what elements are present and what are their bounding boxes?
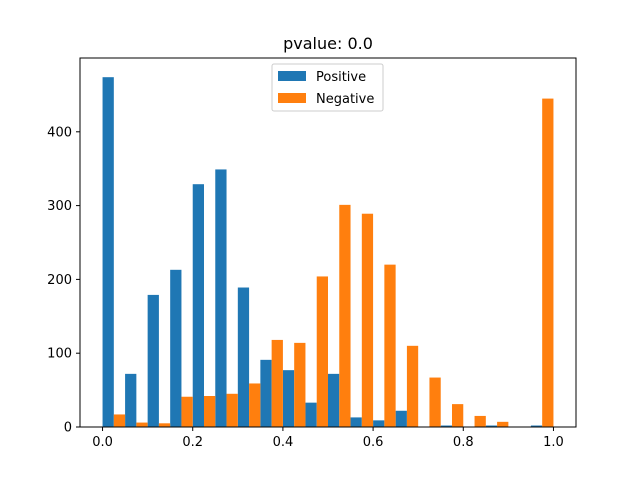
bar-positive-13 (395, 410, 407, 427)
x-tick-label: 1.0 (543, 435, 564, 450)
y-tick-label: 100 (47, 347, 72, 362)
bar-negative-13 (406, 345, 419, 427)
bar-positive-17 (485, 425, 498, 427)
bar-negative-17 (497, 421, 509, 427)
bar-negative-10 (339, 204, 351, 427)
x-tick-label: 0.2 (182, 435, 203, 450)
bar-negative-2 (158, 423, 171, 427)
bar-positive-8 (282, 370, 295, 427)
chart-title: pvalue: 0.0 (283, 34, 373, 53)
legend-label-negative: Negative (316, 92, 374, 107)
bar-negative-1 (136, 422, 148, 427)
legend: Positive Negative (271, 63, 384, 112)
bar-negative-6 (249, 383, 261, 427)
bar-negative-7 (271, 339, 283, 427)
bar-negative-0 (113, 414, 126, 427)
legend-label-positive: Positive (316, 70, 366, 85)
bar-positive-19 (530, 425, 543, 427)
bar-negative-11 (361, 213, 374, 427)
x-axis-ticks: 0.0 0.2 0.4 0.6 0.8 1.0 (92, 427, 564, 450)
bar-negative-12 (384, 264, 396, 427)
x-tick-label: 0.4 (273, 435, 294, 450)
bar-negative-9 (316, 276, 328, 427)
bar-negative-3 (181, 396, 193, 427)
legend-swatch-negative (278, 93, 306, 103)
bar-positive-0 (102, 77, 114, 427)
bar-negative-8 (294, 342, 306, 427)
bar-positive-3 (170, 269, 182, 427)
bar-positive-7 (260, 359, 272, 427)
bar-positive-10 (328, 373, 340, 427)
bar-positive-6 (237, 287, 250, 427)
axes-frame (79, 57, 577, 428)
bar-positive-11 (350, 417, 362, 427)
bar-negative-16 (474, 415, 486, 427)
y-tick-label: 200 (47, 273, 72, 288)
x-tick-label: 0.0 (92, 435, 113, 450)
bars-group (102, 77, 554, 427)
y-tick-label: 0 (64, 421, 72, 436)
bar-positive-4 (192, 184, 204, 427)
bar-positive-12 (373, 420, 385, 427)
bar-positive-2 (147, 294, 159, 427)
bar-negative-14 (429, 377, 441, 427)
bar-negative-4 (204, 396, 216, 427)
bar-negative-5 (226, 393, 238, 427)
bar-positive-9 (305, 402, 317, 427)
bar-positive-15 (440, 425, 452, 427)
y-tick-label: 300 (47, 199, 72, 214)
y-axis-ticks: 0 100 200 300 400 (47, 125, 80, 436)
bar-positive-1 (125, 373, 137, 427)
legend-swatch-positive (278, 71, 306, 81)
bar-negative-15 (452, 404, 464, 427)
bar-positive-5 (215, 169, 227, 427)
y-tick-label: 400 (47, 125, 72, 140)
bar-negative-19 (542, 98, 554, 427)
x-tick-label: 0.8 (453, 435, 474, 450)
x-tick-label: 0.6 (363, 435, 384, 450)
